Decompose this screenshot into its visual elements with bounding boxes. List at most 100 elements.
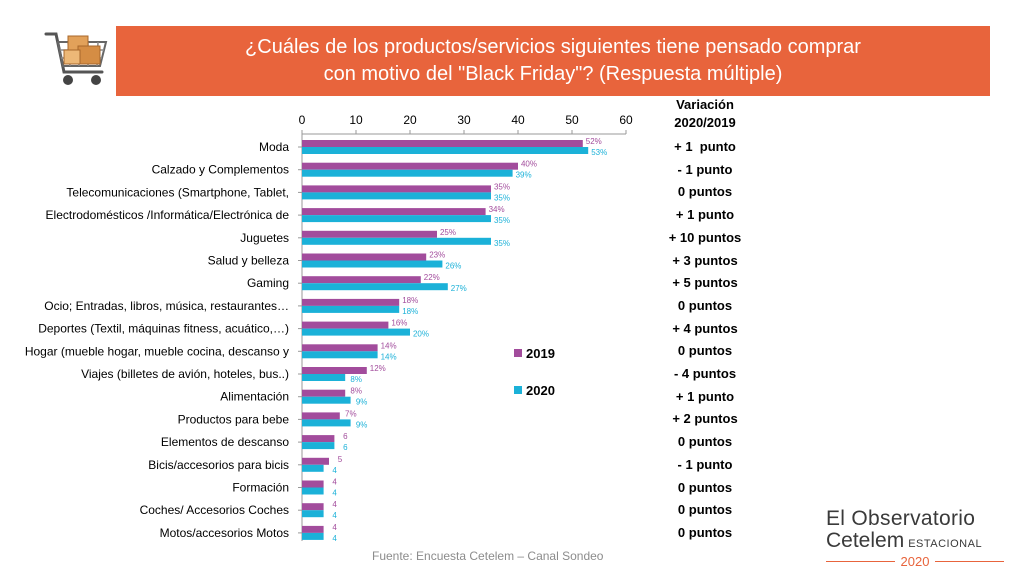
category-label: Formación [232, 481, 289, 495]
variation-value: + 3 puntos [672, 252, 738, 268]
bar-2019 [302, 276, 421, 284]
x-tick-label: 50 [565, 113, 579, 127]
brand-line-2: Cetelem ESTACIONAL [826, 530, 1016, 555]
data-label-2020: 9% [356, 420, 368, 429]
data-label-2019: 16% [391, 319, 407, 328]
category-label: Calzado y Complementos [152, 163, 289, 177]
data-label-2019: 35% [494, 182, 510, 191]
category-label: Moda [259, 140, 289, 154]
category-label: Telecomunicaciones (Smartphone, Tablet, [66, 185, 289, 199]
variation-value: + 10 puntos [668, 229, 742, 245]
data-label-2020: 35% [494, 216, 510, 225]
category-label: Juguetes [240, 231, 289, 245]
bar-2020 [302, 374, 346, 381]
legend-swatch-2019 [514, 349, 522, 357]
category-label: Gaming [247, 276, 289, 290]
title-banner: ¿Cuáles de los productos/servicios sigui… [116, 26, 990, 96]
category-label: Electrodomésticos /Informática/Electróni… [46, 208, 290, 222]
data-label-2019: 52% [586, 137, 602, 146]
data-label-2019: 22% [424, 273, 440, 282]
bar-2019 [302, 230, 437, 238]
data-label-2020: 6 [343, 443, 348, 452]
bar-2020 [302, 442, 335, 450]
bar-2019 [302, 140, 583, 147]
x-tick-label: 0 [299, 113, 306, 127]
legend-label-2019: 2019 [526, 346, 555, 361]
brand-year: 2020 [900, 553, 930, 569]
variation-value: 0 puntos [677, 434, 733, 450]
data-label-2019: 4 [332, 478, 337, 487]
data-label-2019: 5 [338, 455, 343, 464]
brand-rule-left [826, 560, 895, 562]
data-label-2020: 9% [356, 398, 368, 407]
variation-value: 0 puntos [677, 479, 733, 495]
data-label-2019: 4 [332, 523, 337, 532]
x-tick-label: 20 [403, 113, 417, 127]
bar-2019 [302, 389, 346, 397]
legend-label-2020: 2020 [526, 383, 555, 398]
chart-title-line-1: ¿Cuáles de los productos/servicios sigui… [245, 36, 861, 58]
bar-2020 [302, 192, 491, 200]
data-label-2020: 20% [413, 330, 429, 339]
bar-2019 [302, 457, 329, 465]
category-label: Deportes (Textil, máquinas fitness, acuá… [38, 322, 289, 336]
variation-value: 0 puntos [677, 297, 733, 313]
data-label-2020: 14% [381, 352, 397, 361]
bar-2020 [302, 237, 491, 245]
variation-value: + 2 puntos [672, 411, 738, 427]
variation-value: + 5 puntos [672, 275, 738, 291]
bar-2020 [302, 396, 351, 404]
variation-value: - 1 punto [677, 161, 733, 177]
data-label-2019: 14% [381, 341, 397, 350]
data-label-2020: 18% [402, 307, 418, 316]
brand-year-row: 2020 [826, 553, 1005, 569]
category-label: Hogar (mueble hogar, mueble cocina, desc… [25, 344, 289, 358]
bar-2019 [302, 162, 518, 170]
data-label-2020: 4 [332, 511, 337, 520]
category-label: Productos para bebe [178, 412, 290, 426]
source-note: Fuente: Encuesta Cetelem – Canal Sondeo [372, 549, 604, 563]
chart-title-line-2: con motivo del "Black Friday"? (Respuest… [323, 63, 783, 85]
x-tick-label: 30 [457, 113, 471, 127]
bar-2020 [302, 260, 443, 268]
bar-2020 [302, 283, 448, 291]
x-tick-label: 60 [619, 113, 633, 127]
variation-header-line-1: Variación [676, 97, 734, 112]
category-label: Motos/accesorios Motos [160, 526, 289, 540]
bar-2020 [302, 510, 324, 518]
bar-2019 [302, 435, 335, 443]
variation-value: 0 puntos [677, 184, 733, 200]
data-label-2020: 35% [494, 239, 510, 248]
bar-2020 [302, 487, 324, 495]
brand-name: Cetelem [826, 529, 905, 552]
bar-2020 [302, 215, 491, 223]
bar-2020 [302, 147, 589, 154]
data-label-2020: 53% [591, 148, 607, 157]
data-label-2019: 12% [370, 364, 386, 373]
data-label-2020: 4 [332, 466, 337, 475]
bar-2019 [302, 321, 389, 329]
data-label-2019: 40% [521, 160, 537, 169]
category-label: Viajes (billetes de avión, hoteles, bus.… [81, 367, 289, 381]
bar-2019 [302, 185, 491, 193]
bar-2019 [302, 503, 324, 511]
data-label-2019: 4 [332, 500, 337, 509]
x-tick-label: 10 [349, 113, 363, 127]
data-label-2020: 4 [332, 489, 337, 498]
x-tick-label: 40 [511, 113, 525, 127]
variation-value: + 1 punto [675, 388, 735, 404]
variation-value: - 1 punto [677, 456, 733, 472]
brand-rule-right [935, 560, 1005, 562]
data-label-2020: 8% [350, 375, 362, 384]
bar-2020 [302, 305, 400, 313]
data-label-2020: 4 [332, 534, 337, 543]
variation-value: + 1 punto [675, 207, 735, 223]
data-label-2019: 25% [440, 228, 456, 237]
variation-header-line-2: 2020/2019 [674, 115, 736, 130]
category-label: Ocio; Entradas, libros, música, restaura… [44, 299, 289, 313]
variation-value: 0 puntos [677, 502, 733, 518]
category-label: Alimentación [220, 390, 289, 404]
brand-tag: ESTACIONAL [908, 538, 983, 550]
bar-2019 [302, 525, 324, 533]
